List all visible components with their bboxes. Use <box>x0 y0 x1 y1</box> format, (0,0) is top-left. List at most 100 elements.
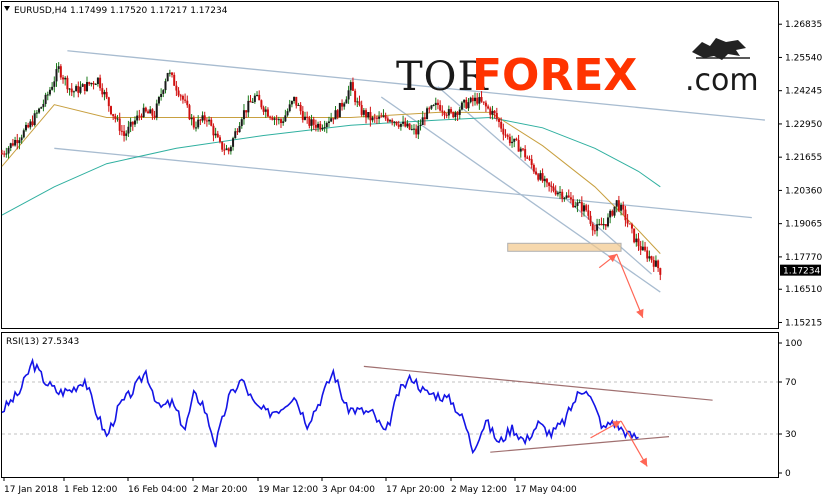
candle-body <box>109 106 112 115</box>
candle-body <box>273 118 276 120</box>
candle-body <box>596 224 599 231</box>
candle-body <box>386 118 389 122</box>
candle-body <box>3 153 6 155</box>
candle-body <box>580 202 583 212</box>
candle-body <box>491 110 494 115</box>
candle-body <box>443 111 446 115</box>
candle-body <box>286 111 289 116</box>
candle-body <box>275 118 278 120</box>
candle-body <box>46 94 49 96</box>
menu-triangle-icon[interactable] <box>4 6 10 11</box>
candle-body <box>469 97 472 103</box>
candle-body <box>38 108 41 113</box>
trend-channel-line <box>54 147 752 219</box>
price-tick-label: 1.21655 <box>785 153 822 163</box>
candle-body <box>14 139 17 146</box>
candle-body <box>365 110 368 118</box>
candle-body <box>101 88 104 95</box>
candle-body <box>430 105 433 109</box>
candle-body <box>221 141 224 150</box>
candle-body <box>393 121 396 123</box>
candle-body <box>441 110 444 112</box>
candle-body <box>1 153 3 155</box>
candle-body <box>637 238 640 247</box>
candle-body <box>559 191 562 193</box>
candle-body <box>205 120 208 122</box>
rsi-panel[interactable] <box>1 332 779 478</box>
candle-body <box>633 228 636 243</box>
candle-body <box>519 148 522 152</box>
candle-body <box>583 205 585 212</box>
candle-body <box>75 86 78 92</box>
candle-body <box>419 124 422 126</box>
candle-body <box>312 119 315 125</box>
candle-body <box>373 117 376 119</box>
candle-body <box>299 104 302 112</box>
candle-body <box>354 90 357 103</box>
candle-body <box>20 137 23 141</box>
candle-body <box>480 97 483 102</box>
candle-body <box>565 195 568 198</box>
time-tick-label: 19 Mar 12:00 <box>258 485 318 495</box>
candle-body <box>177 90 180 96</box>
candle-body <box>277 119 280 121</box>
candle-body <box>138 115 141 117</box>
time-x-axis: 17 Jan 2018 1 Feb 12:00 16 Feb 04:00 2 Mar … <box>3 477 577 495</box>
candle-body <box>186 100 189 106</box>
candle-body <box>262 107 265 112</box>
candle-body <box>197 119 200 128</box>
candle-body <box>360 105 363 115</box>
candle-body <box>654 260 657 267</box>
candle-body <box>367 112 370 118</box>
candle-body <box>613 206 616 216</box>
candle-body <box>502 128 505 135</box>
candle-body <box>223 149 226 151</box>
price-candles <box>1 62 662 281</box>
candle-body <box>530 159 533 165</box>
candle-body <box>192 117 195 128</box>
candle-body <box>487 106 490 109</box>
candle-body <box>308 117 311 126</box>
candle-body <box>545 178 548 183</box>
price-forecast-arrow-segment <box>616 253 644 318</box>
candle-body <box>175 85 178 91</box>
trend-channel-line <box>67 50 765 121</box>
candle-body <box>543 178 546 182</box>
candle-body <box>44 94 47 104</box>
price-panel[interactable] <box>1 1 779 329</box>
candle-body <box>421 117 424 125</box>
candle-body <box>572 199 575 208</box>
candle-body <box>240 119 243 127</box>
candle-body <box>184 99 187 101</box>
candle-body <box>57 66 60 70</box>
candle-body <box>378 116 381 119</box>
candle-body <box>408 123 411 130</box>
candle-body <box>644 246 647 251</box>
candle-body <box>59 66 62 78</box>
candle-body <box>62 77 65 80</box>
candle-body <box>190 117 193 120</box>
logo-forex-text: FOREX <box>472 50 637 101</box>
candle-body <box>203 115 206 121</box>
candle-body <box>234 131 237 139</box>
last-price-tag: 1.17234 <box>780 264 821 277</box>
candle-body <box>103 91 106 95</box>
candle-body <box>317 123 320 128</box>
chart-title: EURUSD,H4 1.17499 1.17520 1.17217 1.1723… <box>4 6 228 16</box>
candle-body <box>554 190 557 195</box>
bull-bear-icon <box>692 38 750 60</box>
candle-body <box>412 128 415 130</box>
candle-body <box>266 109 269 117</box>
candle-body <box>563 197 566 199</box>
rsi-tick-label: 30 <box>785 430 797 440</box>
candle-body <box>371 117 374 121</box>
candle-body <box>389 120 391 122</box>
candle-body <box>511 141 514 144</box>
candle-body <box>382 115 385 117</box>
candle-body <box>351 82 354 91</box>
candle-body <box>293 96 296 102</box>
candle-body <box>64 77 67 80</box>
rsi-trend-line <box>363 365 713 401</box>
candle-body <box>585 205 588 211</box>
candle-body <box>434 102 437 106</box>
